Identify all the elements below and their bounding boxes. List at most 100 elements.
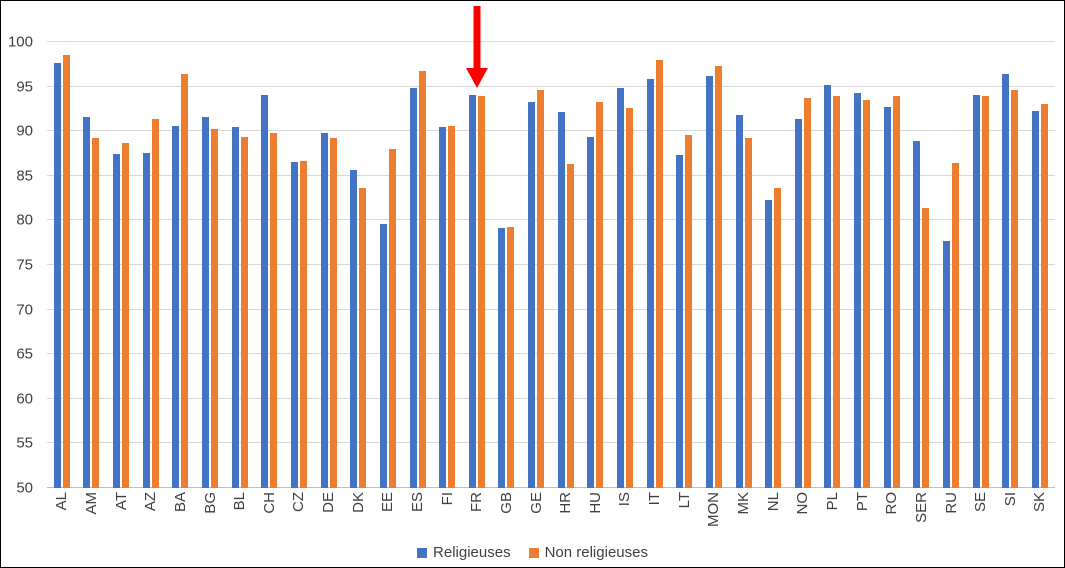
- bar-se-religieuses[interactable]: [972, 94, 980, 488]
- x-tick-label: IT: [646, 492, 664, 506]
- bar-group-hu: [581, 42, 611, 488]
- bar-group-mon: [699, 42, 729, 488]
- bar-pt-religieuses[interactable]: [854, 92, 862, 488]
- bar-ro-religieuses[interactable]: [883, 107, 891, 488]
- bar-dk-non-religieuses[interactable]: [359, 188, 367, 488]
- bar-se-non-religieuses[interactable]: [981, 95, 989, 488]
- bar-ser-non-religieuses[interactable]: [922, 207, 930, 488]
- bar-pl-religieuses[interactable]: [824, 84, 832, 488]
- x-tick-label: GE: [527, 492, 545, 514]
- bar-gb-religieuses[interactable]: [498, 227, 506, 488]
- bar-is-non-religieuses[interactable]: [625, 108, 633, 488]
- x-tick-label: AT: [112, 492, 130, 511]
- x-tick-cell: CZ: [284, 492, 314, 534]
- bar-nl-non-religieuses[interactable]: [774, 188, 782, 488]
- bar-ru-non-religieuses[interactable]: [952, 163, 960, 488]
- bar-fi-non-religieuses[interactable]: [448, 125, 456, 488]
- x-tick-label: NO: [794, 492, 812, 515]
- bar-pl-non-religieuses[interactable]: [833, 95, 841, 488]
- x-tick-cell: NO: [788, 492, 818, 534]
- bar-it-non-religieuses[interactable]: [655, 59, 663, 488]
- bar-group-lt: [669, 42, 699, 488]
- bar-nl-religieuses[interactable]: [765, 199, 773, 488]
- bar-ge-non-religieuses[interactable]: [537, 90, 545, 488]
- x-tick-cell: AT: [106, 492, 136, 534]
- bar-cz-religieuses[interactable]: [290, 161, 298, 488]
- bar-mk-religieuses[interactable]: [735, 115, 743, 488]
- bar-bg-non-religieuses[interactable]: [211, 129, 219, 488]
- x-tick-label: HR: [557, 492, 575, 514]
- x-tick-label: DK: [349, 492, 367, 513]
- bar-de-non-religieuses[interactable]: [329, 138, 337, 488]
- bar-ch-non-religieuses[interactable]: [270, 132, 278, 488]
- bar-group-bl: [225, 42, 255, 488]
- bar-dk-religieuses[interactable]: [350, 169, 358, 488]
- bar-at-religieuses[interactable]: [113, 153, 121, 488]
- bar-si-non-religieuses[interactable]: [1011, 90, 1019, 488]
- bar-bg-religieuses[interactable]: [202, 116, 210, 488]
- bar-ee-non-religieuses[interactable]: [388, 149, 396, 488]
- bar-ee-religieuses[interactable]: [379, 223, 387, 488]
- x-tick-cell: GE: [521, 492, 551, 534]
- bar-si-religieuses[interactable]: [1002, 74, 1010, 488]
- bar-az-religieuses[interactable]: [142, 152, 150, 488]
- bar-mk-non-religieuses[interactable]: [744, 138, 752, 488]
- bar-cz-non-religieuses[interactable]: [299, 160, 307, 488]
- x-tick-cell: CH: [254, 492, 284, 534]
- bar-hr-religieuses[interactable]: [557, 111, 565, 488]
- bar-group-gb: [492, 42, 522, 488]
- bar-it-religieuses[interactable]: [646, 79, 654, 488]
- gridline: [47, 308, 1055, 310]
- x-tick-label: PT: [853, 492, 871, 512]
- bar-ba-religieuses[interactable]: [172, 125, 180, 488]
- bar-is-religieuses[interactable]: [616, 88, 624, 488]
- bar-de-religieuses[interactable]: [320, 132, 328, 488]
- annotation-arrow-icon: [465, 6, 488, 88]
- bar-ser-religieuses[interactable]: [913, 141, 921, 488]
- bar-es-religieuses[interactable]: [409, 88, 417, 488]
- x-tick-cell: NL: [758, 492, 788, 534]
- bar-fr-religieuses[interactable]: [468, 94, 476, 488]
- x-tick-cell: GB: [492, 492, 522, 534]
- bar-am-non-religieuses[interactable]: [92, 138, 100, 488]
- gridlines: [47, 41, 1055, 488]
- bar-am-religieuses[interactable]: [83, 116, 91, 488]
- bar-lt-non-religieuses[interactable]: [685, 134, 693, 488]
- bar-sk-religieuses[interactable]: [1031, 110, 1039, 488]
- bar-az-non-religieuses[interactable]: [151, 118, 159, 488]
- bar-ru-religieuses[interactable]: [943, 240, 951, 488]
- bar-hu-non-religieuses[interactable]: [596, 101, 604, 488]
- bar-al-non-religieuses[interactable]: [62, 55, 70, 488]
- x-tick-label: CZ: [290, 492, 308, 512]
- bar-fr-non-religieuses[interactable]: [477, 96, 485, 488]
- bar-sk-non-religieuses[interactable]: [1040, 104, 1048, 488]
- bar-no-religieuses[interactable]: [794, 118, 802, 488]
- bar-es-non-religieuses[interactable]: [418, 70, 426, 488]
- gridline: [47, 174, 1055, 176]
- bar-hr-non-religieuses[interactable]: [566, 164, 574, 488]
- bar-fi-religieuses[interactable]: [439, 126, 447, 488]
- bar-ge-religieuses[interactable]: [528, 101, 536, 488]
- bar-bl-non-religieuses[interactable]: [240, 136, 248, 488]
- bar-ch-religieuses[interactable]: [261, 94, 269, 488]
- bar-at-non-religieuses[interactable]: [122, 142, 130, 488]
- bar-mon-religieuses[interactable]: [705, 75, 713, 488]
- bar-bl-religieuses[interactable]: [231, 126, 239, 488]
- legend-item-non-religieuses[interactable]: Non religieuses: [528, 544, 648, 561]
- bar-group-ee: [373, 42, 403, 488]
- legend-item-religieuses[interactable]: Religieuses: [417, 544, 511, 561]
- bar-ba-non-religieuses[interactable]: [181, 74, 189, 488]
- bar-gb-non-religieuses[interactable]: [507, 226, 515, 488]
- legend-swatch-religieuses-icon: [417, 547, 428, 558]
- bar-mon-non-religieuses[interactable]: [714, 66, 722, 488]
- bar-no-non-religieuses[interactable]: [803, 98, 811, 488]
- x-tick-cell: SI: [996, 492, 1026, 534]
- x-tick-cell: SE: [966, 492, 996, 534]
- bar-al-religieuses[interactable]: [53, 62, 61, 488]
- y-tick-label: 65: [16, 345, 33, 363]
- bar-lt-religieuses[interactable]: [676, 155, 684, 488]
- bar-pt-non-religieuses[interactable]: [863, 99, 871, 488]
- bar-ro-non-religieuses[interactable]: [892, 96, 900, 488]
- bar-hu-religieuses[interactable]: [587, 137, 595, 488]
- x-tick-cell: AM: [77, 492, 107, 534]
